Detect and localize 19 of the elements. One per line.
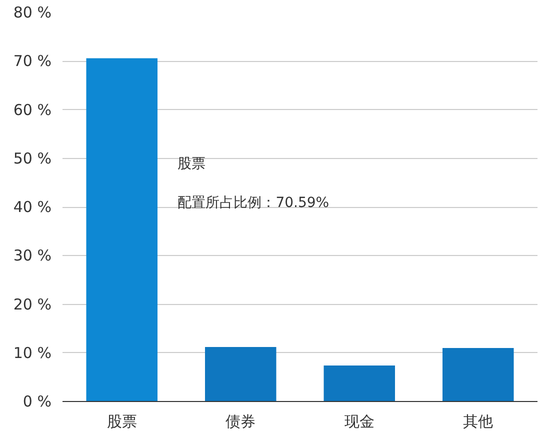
- y-tick-label: 30 %: [13, 246, 52, 265]
- x-tick-label: 现金: [344, 412, 374, 430]
- y-tick-label: 40 %: [13, 198, 52, 216]
- y-tick-label: 70 %: [13, 52, 52, 70]
- y-tick-label: 80 %: [13, 4, 52, 22]
- y-tick-label: 0 %: [22, 392, 52, 410]
- y-tick-label: 10 %: [13, 344, 52, 362]
- x-tick-label: 股票: [106, 412, 137, 430]
- y-tick-label: 50 %: [13, 149, 52, 168]
- bar: [442, 348, 514, 402]
- bar: [205, 347, 276, 402]
- x-tick-label: 债券: [226, 412, 256, 430]
- bar: [324, 366, 395, 402]
- y-tick-label: 20 %: [13, 295, 52, 314]
- annotation: 股票: [178, 156, 206, 172]
- bar: [86, 58, 158, 402]
- annotation: 配置所占比例：70.59%: [178, 194, 330, 211]
- x-tick-label: 其他: [463, 412, 494, 430]
- y-tick-label: 60 %: [13, 100, 52, 119]
